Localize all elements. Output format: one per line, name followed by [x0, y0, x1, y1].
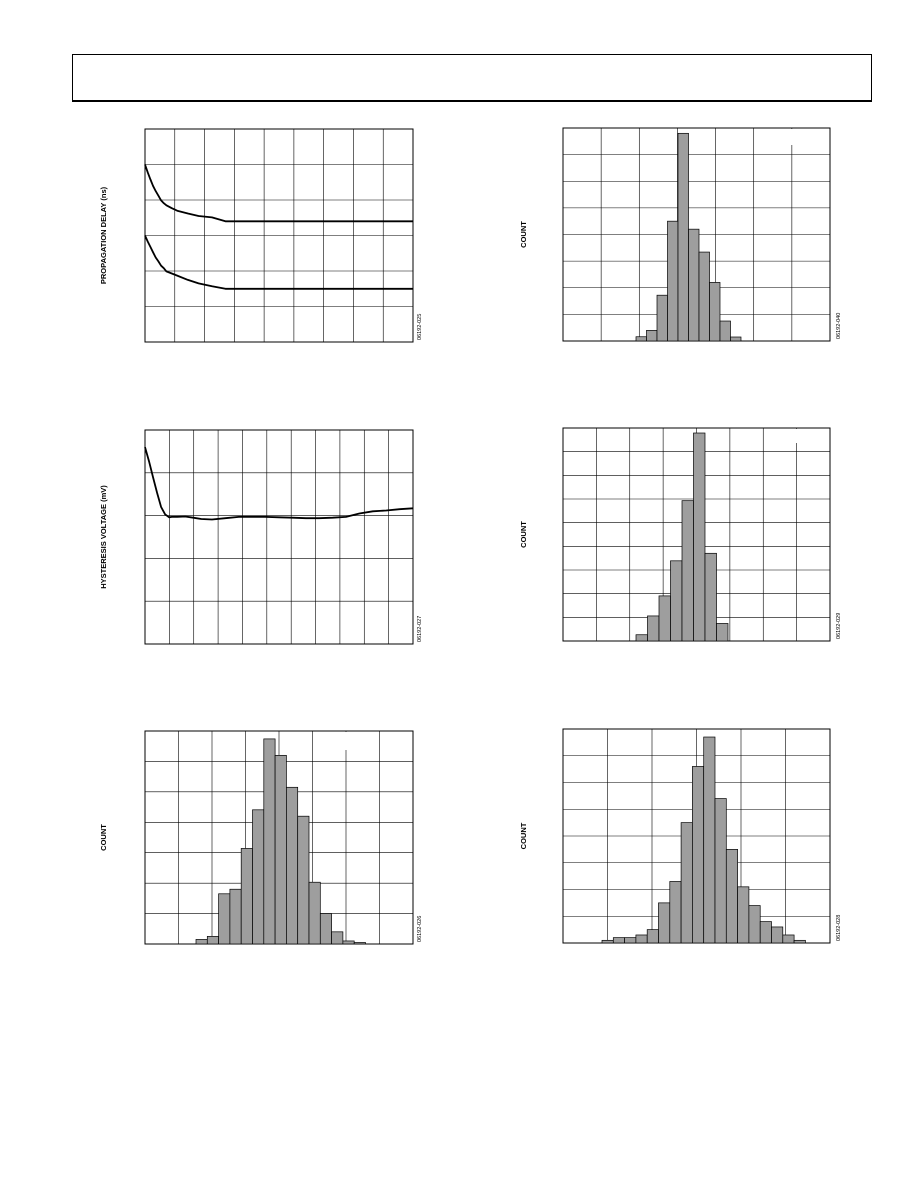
histogram-bar [681, 500, 694, 642]
chart-2: COUNT 06192-040 [519, 127, 842, 342]
chart-6: COUNT 06192-028 [519, 728, 842, 944]
chart-5: COUNT 06192-026 [99, 730, 423, 945]
y-axis-label: PROPAGATION DELAY (ns) [99, 186, 108, 284]
histogram-bar [658, 595, 671, 642]
histogram-bar [669, 881, 682, 944]
chart-4: COUNT 06192-029 [519, 427, 842, 642]
histogram-bar [688, 228, 700, 342]
bars [635, 132, 742, 342]
histogram-bar [677, 132, 689, 342]
histogram-bar [714, 798, 727, 944]
histogram-bar [719, 320, 731, 342]
figure-id: 06192-040 [836, 313, 842, 339]
legend-area [345, 732, 378, 750]
series-line-1 [144, 164, 413, 223]
y-axis-label: HYSTERESIS VOLTAGE (mV) [99, 485, 108, 589]
histogram-bar [624, 937, 637, 944]
figure-id: 06192-026 [417, 916, 423, 942]
histogram-bar [319, 913, 332, 945]
histogram-bar [646, 929, 659, 944]
histogram-bar [218, 893, 231, 945]
histogram-bar [748, 905, 761, 944]
histogram-bar [703, 736, 716, 944]
histogram-bar [240, 848, 253, 945]
y-axis-label: COUNT [519, 822, 528, 849]
histogram-bar [667, 220, 679, 342]
y-axis-label: COUNT [99, 824, 108, 851]
plot-frame [144, 429, 414, 645]
histogram-bar [612, 937, 625, 944]
histogram-bar [229, 888, 242, 945]
histogram-bar [782, 934, 795, 944]
bars [635, 432, 729, 642]
bars [195, 738, 366, 945]
histogram-bar [274, 754, 287, 945]
page-header-box [72, 54, 872, 102]
histogram-bar [646, 330, 658, 342]
histogram-bar [331, 931, 344, 945]
grid [145, 129, 413, 342]
bars [601, 736, 806, 944]
series-line-2 [144, 235, 413, 290]
histogram-bar [670, 560, 683, 642]
histogram-bar [297, 815, 310, 945]
histogram-bar [709, 282, 721, 342]
histogram-bar [692, 766, 705, 944]
histogram-bar [730, 336, 742, 342]
histogram-bar [342, 940, 355, 945]
legend-area [787, 730, 806, 742]
histogram-bar [771, 926, 784, 944]
histogram-bar [693, 432, 706, 642]
histogram-bar [680, 822, 693, 944]
histogram-bar [206, 936, 219, 945]
histogram-bar [308, 881, 321, 945]
chart-3: HYSTERESIS VOLTAGE (mV) 06192-027 [99, 429, 423, 645]
figure-id: 06192-029 [836, 613, 842, 639]
histogram-bar [263, 738, 276, 945]
histogram-bar [252, 809, 265, 945]
histogram-bar [656, 294, 668, 342]
histogram-bar [658, 902, 671, 944]
series-line-1 [144, 446, 414, 521]
histogram-bar [353, 942, 366, 945]
histogram-bar [635, 934, 648, 944]
figure-id: 06192-025 [417, 314, 423, 340]
histogram-bar [704, 552, 717, 642]
histogram-bar [716, 623, 729, 642]
chart-1: PROPAGATION DELAY (ns) 06192-025 [99, 128, 423, 343]
histogram-bar [286, 786, 299, 945]
histogram-bar [725, 849, 738, 944]
histogram-bar [635, 336, 647, 342]
legend-area [765, 429, 826, 443]
histogram-bar [195, 939, 208, 945]
y-axis-label: COUNT [519, 221, 528, 248]
figure-id: 06192-027 [417, 616, 423, 642]
legend-area [765, 129, 797, 145]
figure-id: 06192-028 [836, 915, 842, 941]
histogram-bar [698, 251, 710, 342]
histogram-bar [601, 939, 614, 944]
histogram-bar [793, 939, 806, 944]
histogram-bar [647, 615, 660, 642]
histogram-bar [737, 886, 750, 944]
histogram-bar [759, 921, 772, 944]
histogram-bar [635, 634, 648, 642]
grid [145, 430, 413, 644]
y-axis-label: COUNT [519, 521, 528, 548]
